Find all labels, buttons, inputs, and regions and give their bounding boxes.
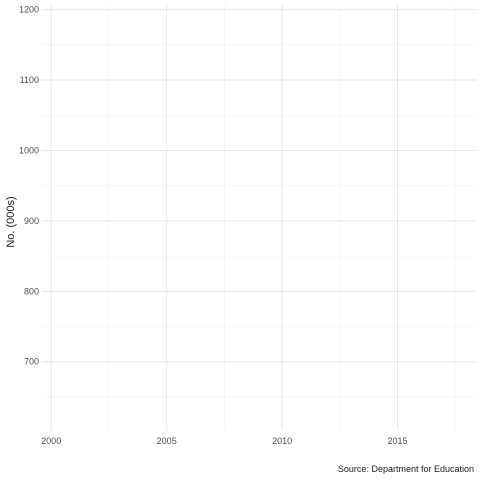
y-tick-label: 1200 [19, 5, 39, 15]
y-axis-title: No. (000s) [5, 196, 17, 247]
y-tick-label: 900 [24, 216, 39, 226]
x-tick-label: 2015 [387, 436, 407, 446]
y-tick-label: 1000 [19, 146, 39, 156]
y-tick-label: 1100 [20, 75, 39, 85]
y-tick-label: 800 [24, 286, 39, 296]
x-tick-label: 2010 [272, 436, 292, 446]
x-tick-label: 2000 [41, 436, 61, 446]
y-axis-tick-labels: 700 800 900 1000 1100 1200 [19, 5, 39, 367]
x-tick-label: 2005 [157, 436, 177, 446]
minor-gridlines [42, 4, 476, 430]
major-gridlines [42, 4, 476, 430]
source-caption: Source: Department for Education [338, 464, 474, 474]
x-axis-tick-labels: 2000 2005 2010 2015 [41, 436, 407, 446]
y-tick-label: 700 [24, 357, 39, 367]
